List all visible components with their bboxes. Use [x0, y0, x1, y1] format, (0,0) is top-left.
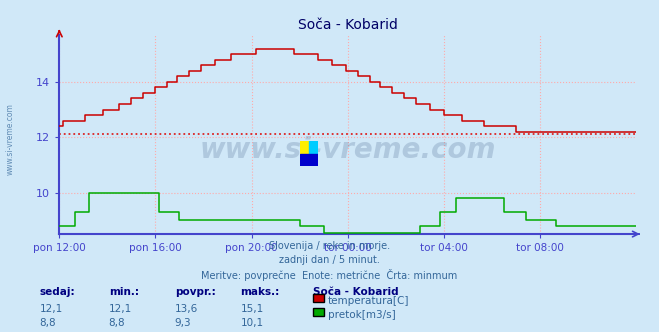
- Polygon shape: [309, 141, 318, 153]
- Text: temperatura[C]: temperatura[C]: [328, 296, 409, 306]
- Text: povpr.:: povpr.:: [175, 287, 215, 297]
- Text: 9,3: 9,3: [175, 318, 191, 328]
- Text: pretok[m3/s]: pretok[m3/s]: [328, 310, 395, 320]
- Text: Meritve: povprečne  Enote: metrične  Črta: minmum: Meritve: povprečne Enote: metrične Črta:…: [202, 269, 457, 281]
- Text: 10,1: 10,1: [241, 318, 264, 328]
- Text: 12,1: 12,1: [40, 304, 63, 314]
- Text: maks.:: maks.:: [241, 287, 280, 297]
- Text: www.si-vreme.com: www.si-vreme.com: [200, 136, 496, 164]
- Text: sedaj:: sedaj:: [40, 287, 75, 297]
- Text: 15,1: 15,1: [241, 304, 264, 314]
- Text: 12,1: 12,1: [109, 304, 132, 314]
- Text: Soča - Kobarid: Soča - Kobarid: [313, 287, 399, 297]
- Text: min.:: min.:: [109, 287, 139, 297]
- Polygon shape: [300, 153, 318, 166]
- Text: 8,8: 8,8: [40, 318, 56, 328]
- Text: 13,6: 13,6: [175, 304, 198, 314]
- Text: 8,8: 8,8: [109, 318, 125, 328]
- Text: zadnji dan / 5 minut.: zadnji dan / 5 minut.: [279, 255, 380, 265]
- Polygon shape: [300, 141, 309, 153]
- Text: www.si-vreme.com: www.si-vreme.com: [5, 104, 14, 175]
- Text: Slovenija / reke in morje.: Slovenija / reke in morje.: [269, 241, 390, 251]
- Title: Soča - Kobarid: Soča - Kobarid: [298, 18, 397, 32]
